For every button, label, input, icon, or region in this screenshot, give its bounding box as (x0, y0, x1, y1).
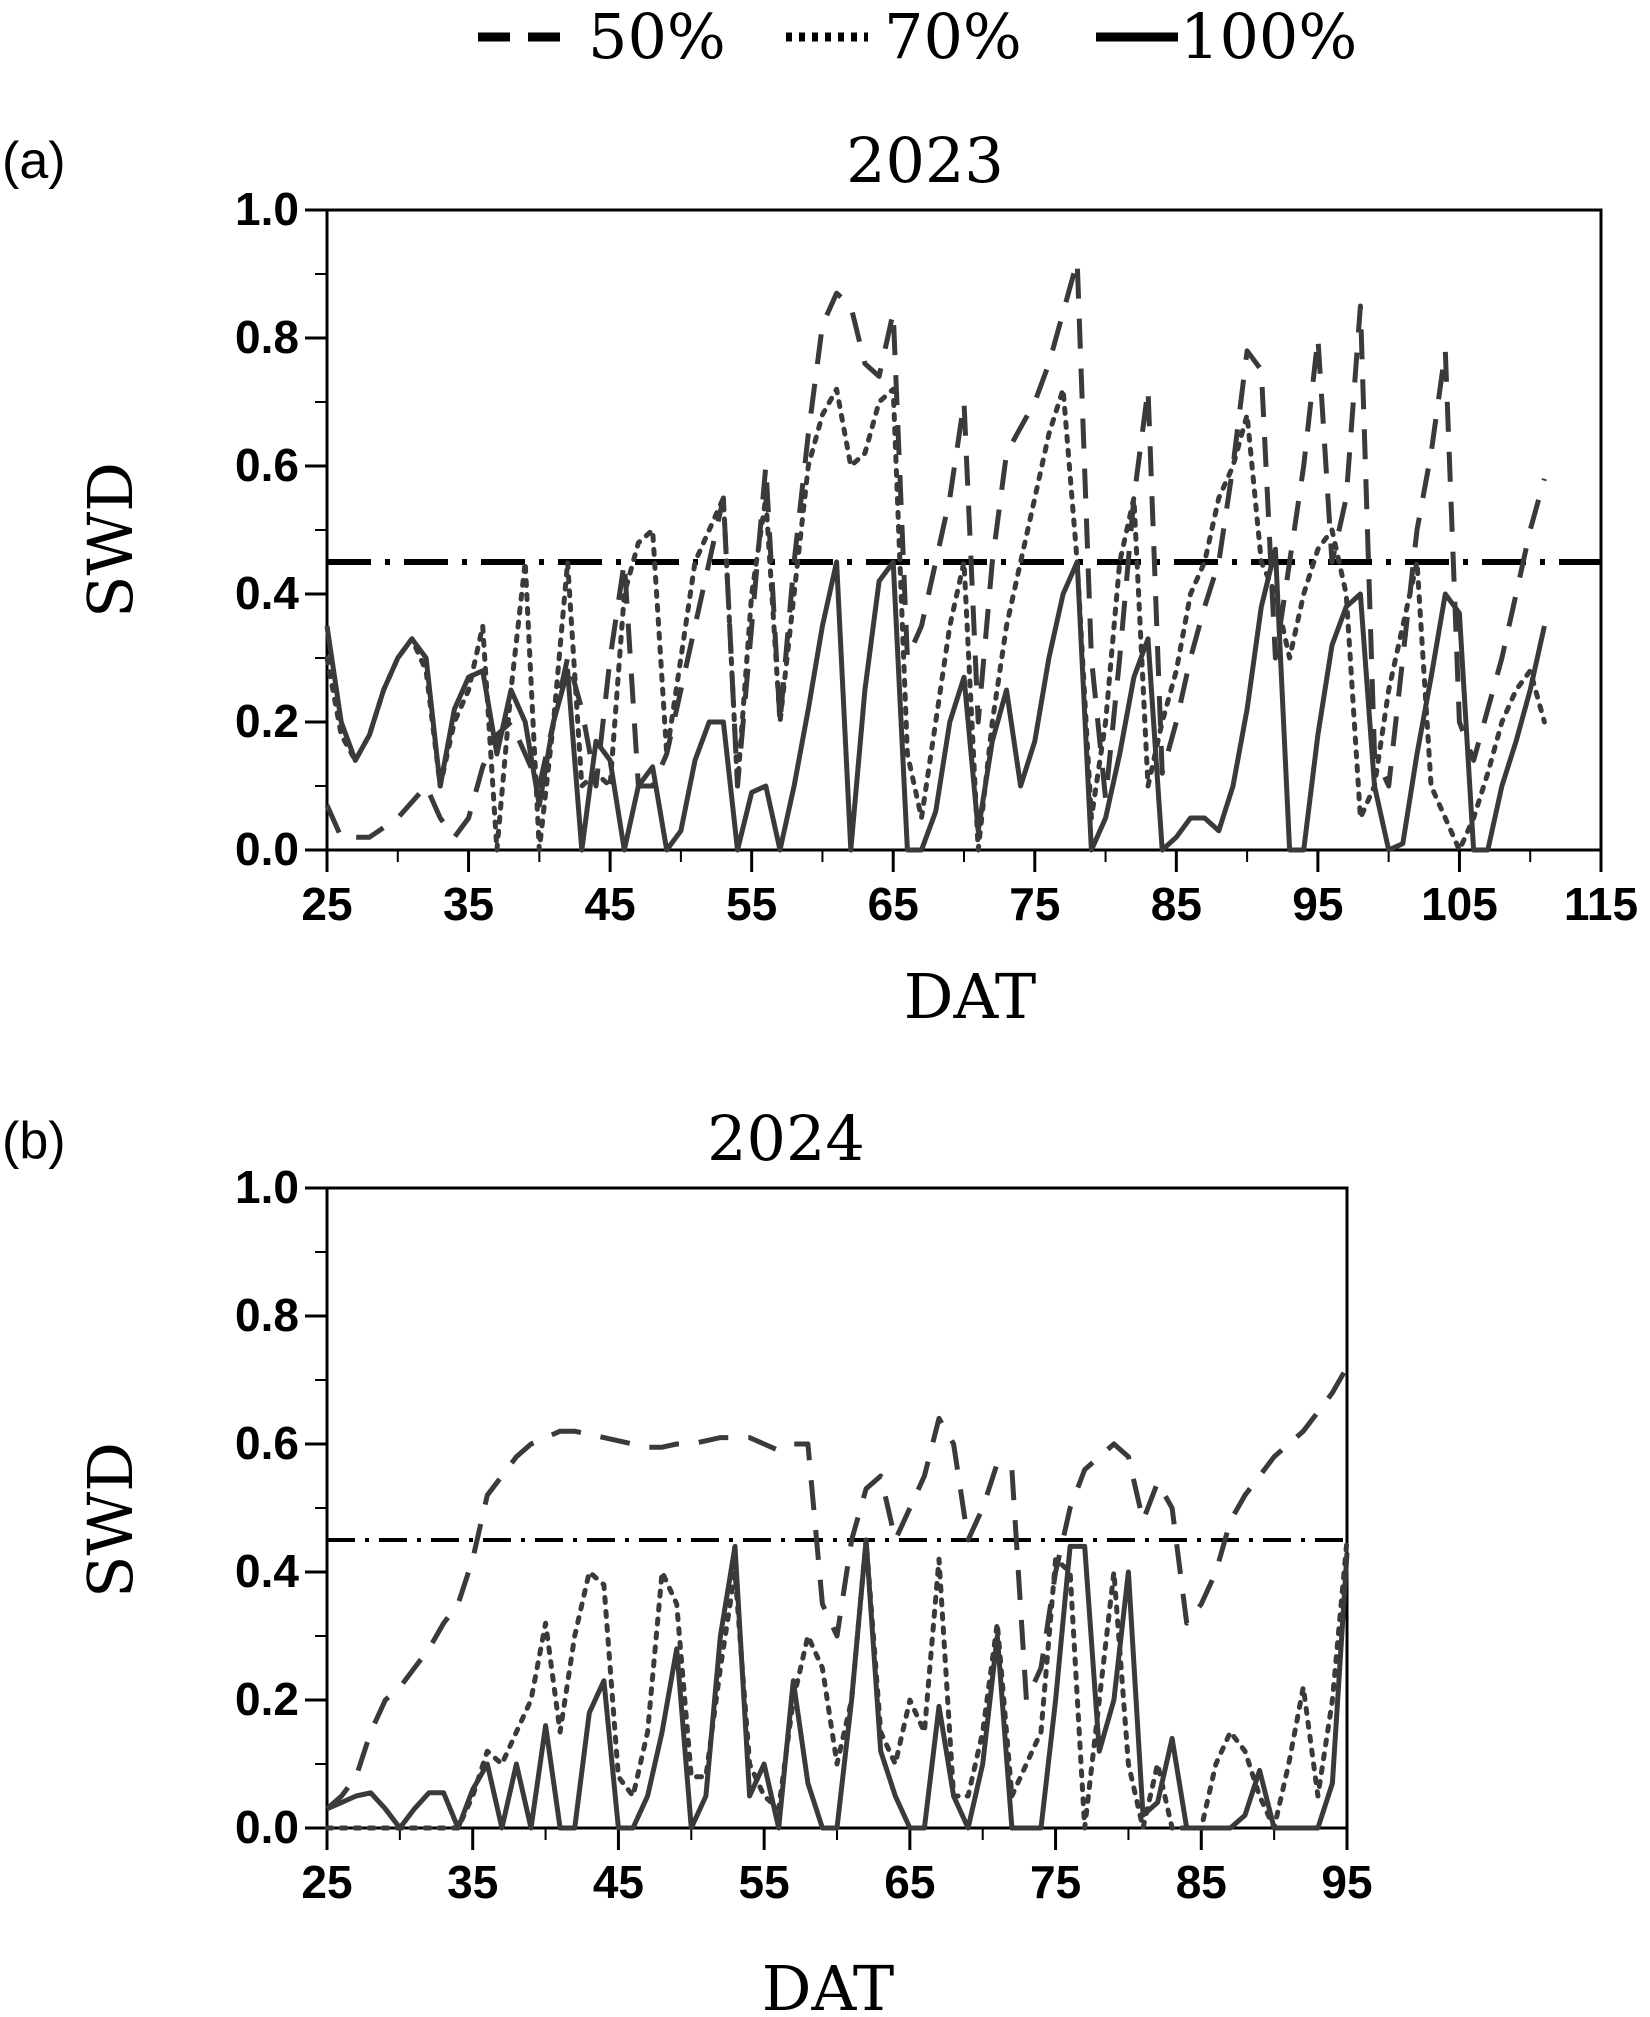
axes: 0.0 0.2 0.4 0.6 0.8 1.0 25 35 45 55 65 75 85 95 (235, 1161, 1373, 1908)
legend-label: 100% (1180, 0, 1357, 73)
x-tick-label: 55 (726, 878, 777, 930)
panel-b: (b) 2024 0.0 0.2 0.4 0.6 0.8 1.0 25 35 45 55 65 75 8… (2, 1102, 1373, 2017)
x-tick-label: 65 (868, 878, 919, 930)
x-tick-label: 65 (884, 1856, 935, 1908)
series-line-dotted (324, 386, 1547, 853)
x-tick-label: 25 (301, 878, 352, 930)
plot-frame (325, 208, 1603, 852)
panel-label: (a) (2, 132, 66, 190)
x-tick-label: 75 (1009, 878, 1060, 930)
y-tick-label: 0.6 (235, 1417, 299, 1469)
y-tick-label: 0.0 (235, 823, 299, 875)
legend-item-100: 100% (1096, 0, 1357, 73)
y-tick-label: 1.0 (235, 183, 299, 235)
x-axis-label: DAT (762, 1952, 894, 2017)
y-tick-label: 0.6 (235, 439, 299, 491)
panel-label: (b) (2, 1112, 66, 1170)
series-line-solid (325, 1537, 1350, 1831)
y-tick-label: 0.8 (235, 311, 299, 363)
x-tick-label: 35 (447, 1856, 498, 1908)
y-tick-label: 1.0 (235, 1161, 299, 1213)
x-tick-label: 95 (1321, 1856, 1372, 1908)
y-axis-label: SWD (74, 462, 147, 618)
y-tick-label: 0.0 (235, 1801, 299, 1853)
legend-item-70: 70% (786, 0, 1022, 73)
x-tick-label: 95 (1292, 878, 1343, 930)
axes: 0.0 0.2 0.4 0.6 0.8 1.0 25 35 45 55 65 75 85 95 105 115 (235, 183, 1638, 930)
x-axis-label: DAT (904, 960, 1036, 1033)
legend-item-50: 50% (478, 0, 726, 73)
x-tick-label: 45 (593, 1856, 644, 1908)
x-tick-label: 85 (1176, 1856, 1227, 1908)
x-tick-label: 105 (1421, 878, 1498, 930)
y-tick-label: 0.2 (235, 695, 299, 747)
series-line-dashed (325, 1365, 1350, 1811)
chart-title: 2024 (707, 1102, 865, 1175)
chart-title: 2023 (846, 124, 1004, 197)
x-tick-label: 75 (1030, 1856, 1081, 1908)
x-tick-label: 45 (585, 878, 636, 930)
series-group (324, 258, 1547, 853)
y-tick-label: 0.4 (235, 1545, 299, 1597)
y-tick-label: 0.8 (235, 1289, 299, 1341)
series-line-dotted (324, 1537, 1350, 1831)
y-tick-label: 0.2 (235, 1673, 299, 1725)
x-tick-label: 35 (443, 878, 494, 930)
y-tick-label: 0.4 (235, 567, 299, 619)
plot-frame (325, 1186, 1349, 1830)
legend-label: 50% (588, 0, 726, 73)
x-tick-label: 25 (301, 1856, 352, 1908)
legend: 50% 70% 100% (478, 0, 1357, 73)
legend-label: 70% (884, 0, 1022, 73)
series-line-solid (324, 546, 1547, 853)
x-tick-label: 55 (739, 1856, 790, 1908)
x-tick-label: 115 (1564, 878, 1638, 930)
series-group (324, 1365, 1350, 1831)
y-axis-label: SWD (74, 1442, 147, 1598)
series-line-dashed (324, 258, 1547, 840)
x-tick-label: 85 (1151, 878, 1202, 930)
panel-a: (a) 2023 0.0 0.2 0.4 0.6 0.8 1.0 25 35 45 55 65 75 8… (2, 124, 1638, 1033)
